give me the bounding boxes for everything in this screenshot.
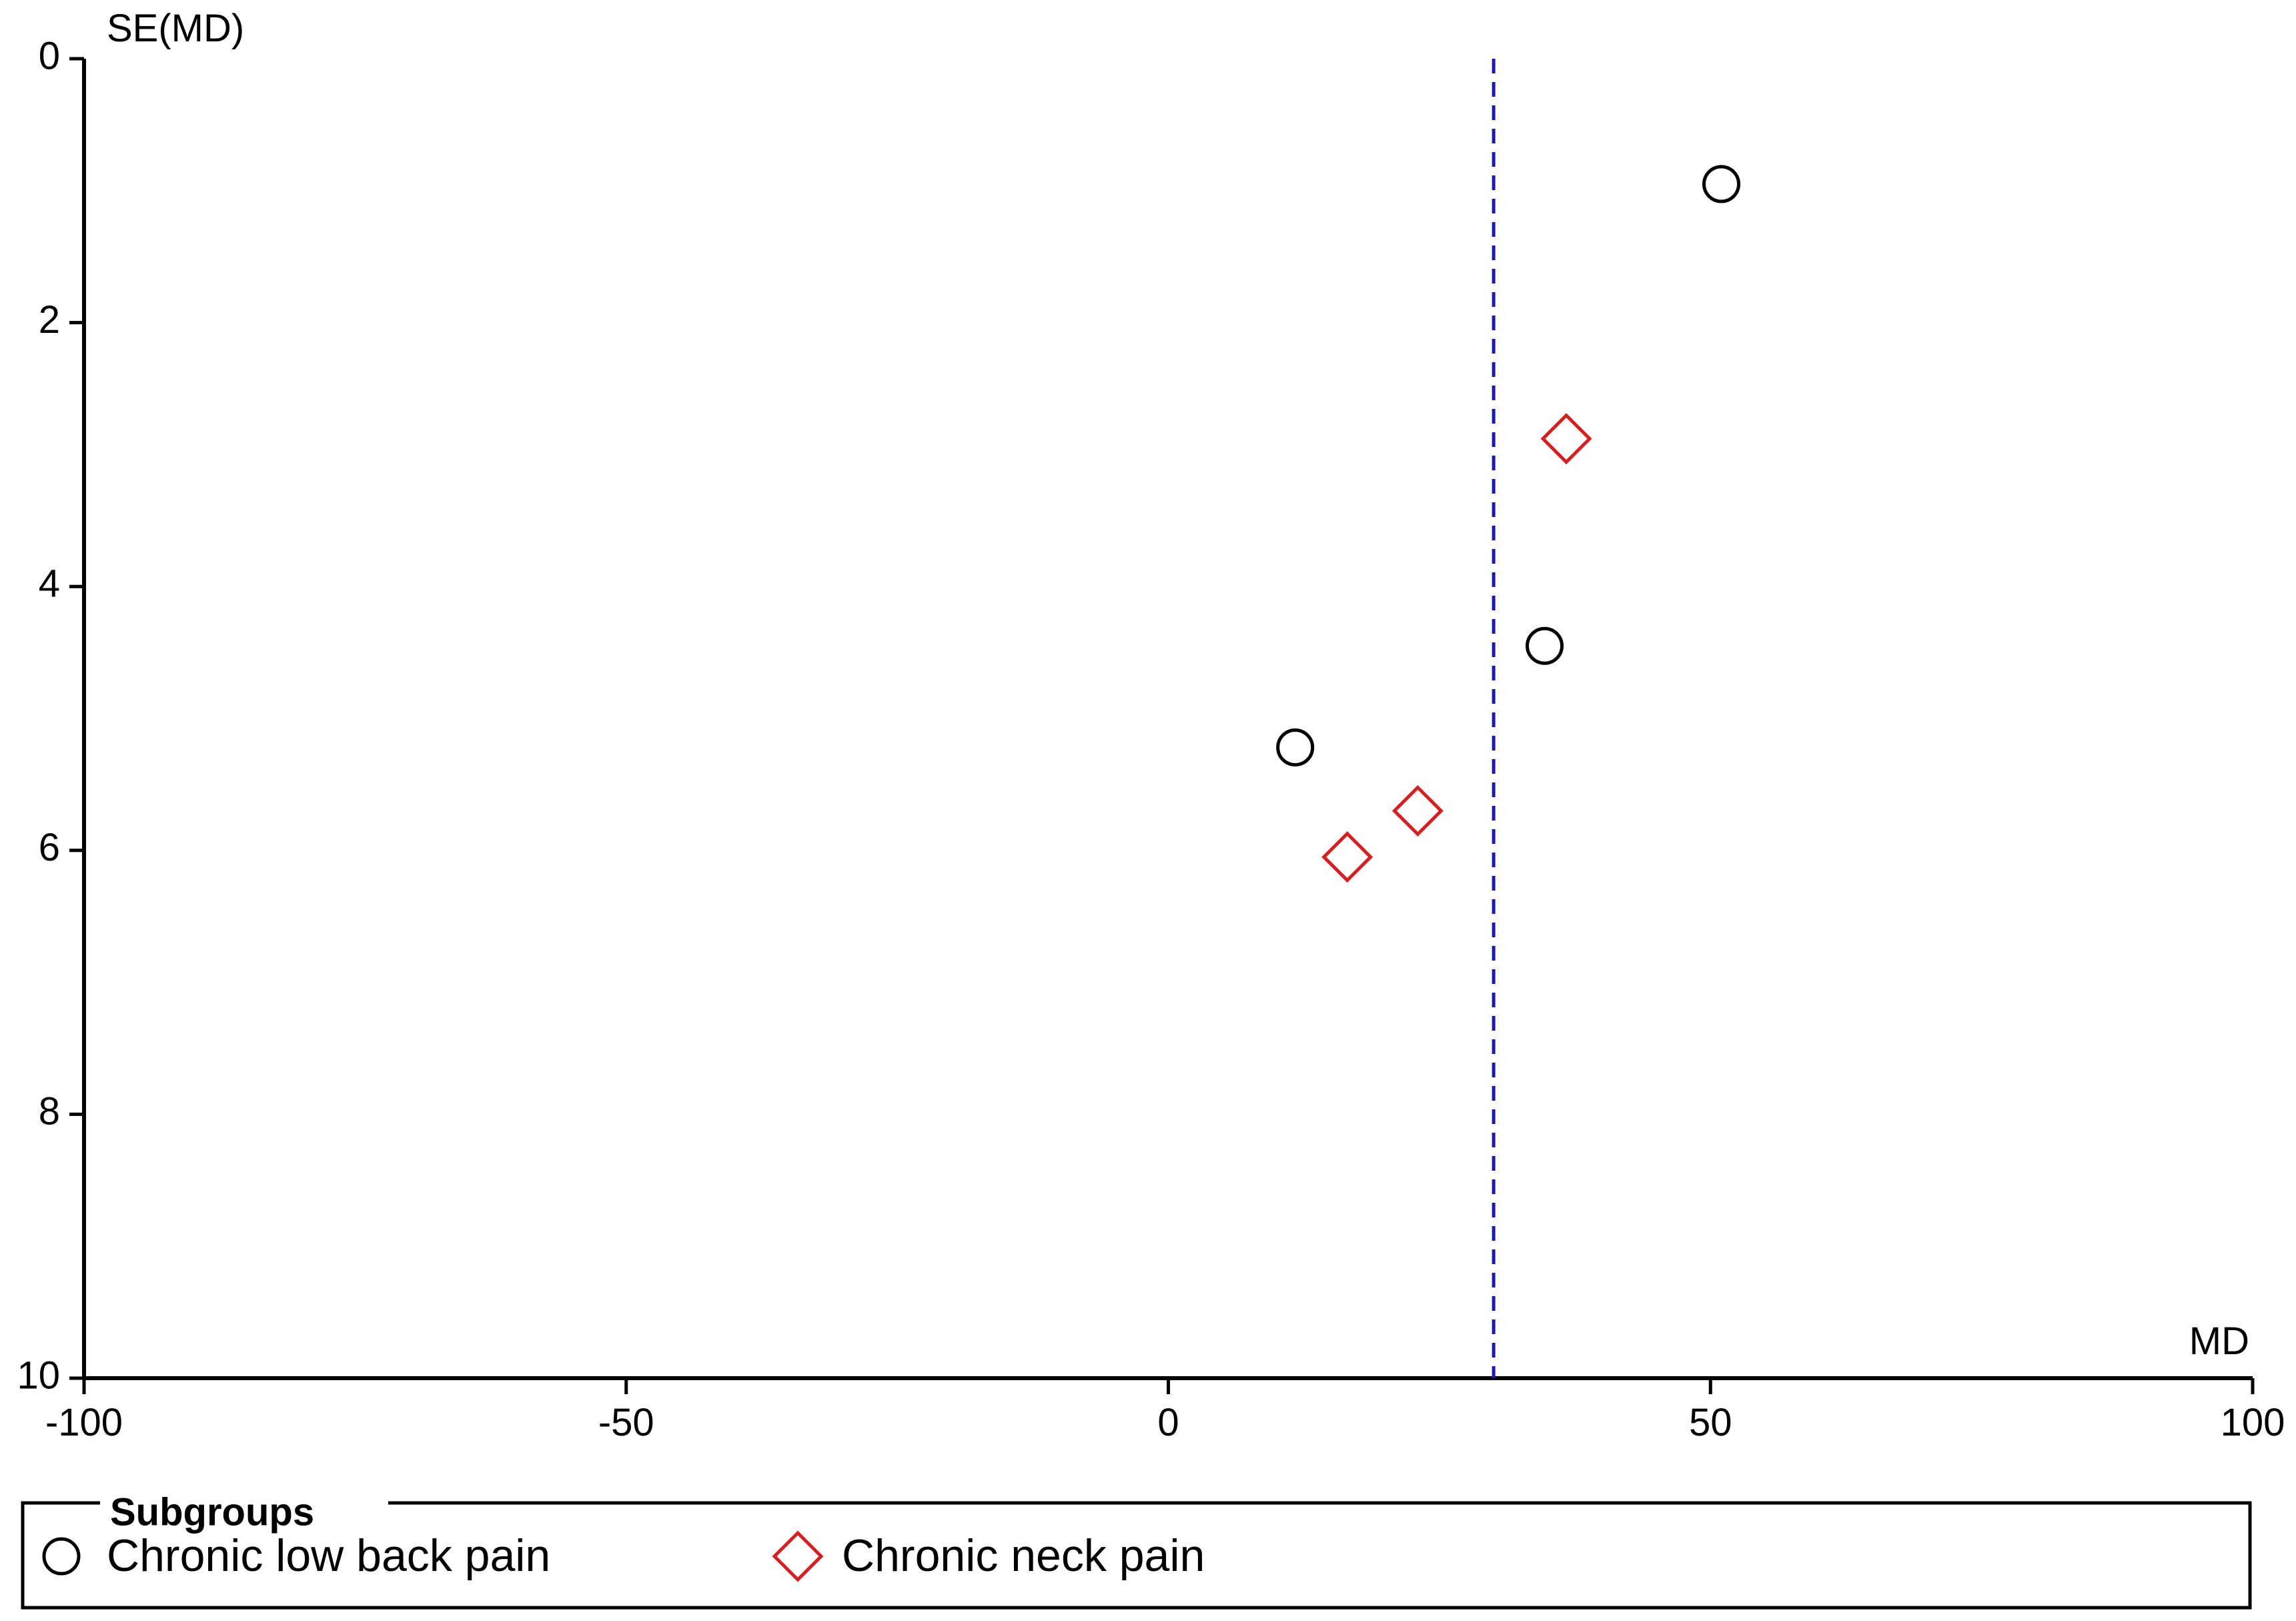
point-circle [1526,626,1564,665]
point-diamond [1321,831,1373,883]
y-axis-title: SE(MD) [107,7,244,50]
y-tick-label: 8 [39,1090,60,1133]
y-axis-ticks: 0 2 4 6 8 10 [17,34,84,1397]
y-tick-label: 10 [17,1354,60,1397]
x-tick-label: 100 [2221,1401,2285,1444]
x-tick-label: 50 [1689,1401,1732,1444]
legend-circle-marker [42,1537,81,1576]
legend-label: Chronic neck pain [842,1530,1205,1581]
x-axis-title: MD [2189,1319,2249,1363]
y-tick-label: 4 [39,562,60,606]
x-axis-ticks: -100 -50 0 50 100 [45,1378,2285,1444]
legend-entries: Chronic low back pain Chronic neck pain [42,1530,1205,1582]
legend-frame [21,1501,2252,1610]
legend-diamond-marker [772,1530,824,1582]
legend-label: Chronic low back pain [107,1530,550,1581]
legend-title: Subgroups [110,1490,314,1534]
y-tick-label: 0 [39,34,60,77]
point-circle [1702,165,1741,203]
x-tick-label: -100 [45,1401,123,1444]
y-tick-label: 2 [39,298,60,342]
point-diamond [1540,413,1592,465]
x-tick-label: 0 [1157,1401,1179,1444]
x-tick-label: -50 [598,1401,654,1444]
y-tick-label: 6 [39,826,60,869]
point-circle [1276,728,1315,767]
legend: Subgroups Chronic low back pain Chronic n… [21,1490,2252,1610]
data-points [1276,165,1741,883]
point-diamond [1391,784,1444,837]
